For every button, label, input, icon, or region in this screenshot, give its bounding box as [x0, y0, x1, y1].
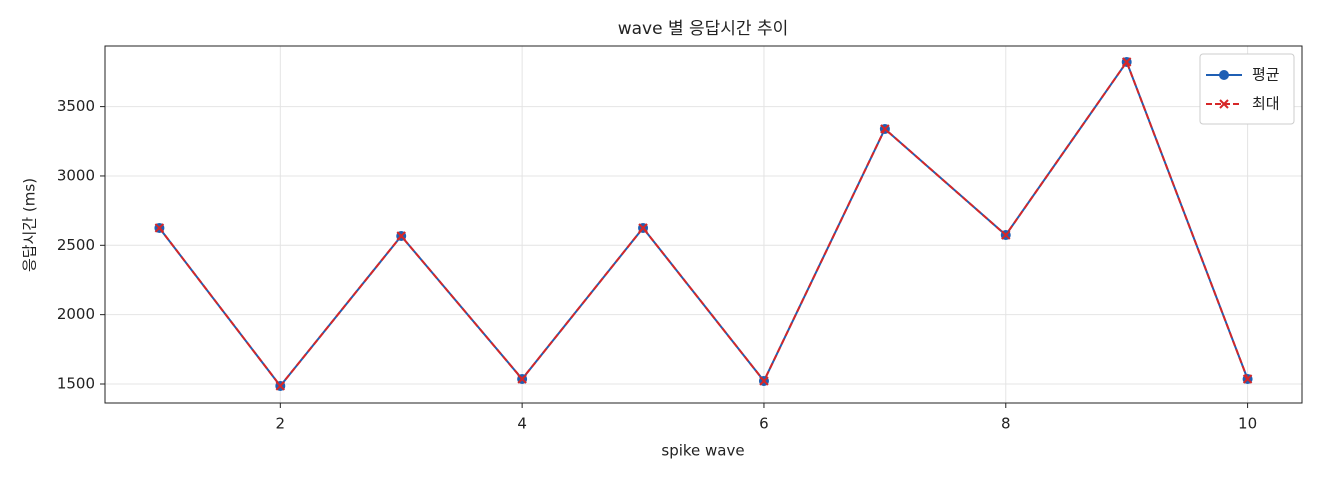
data-point — [880, 124, 890, 134]
y-tick-label: 3500 — [57, 97, 95, 115]
x-tick-label: 10 — [1238, 415, 1257, 433]
legend-marker — [1219, 70, 1229, 80]
y-tick-label: 2500 — [57, 236, 95, 254]
y-tick-label: 1500 — [57, 374, 95, 392]
data-point — [275, 381, 286, 391]
x-axis-label: spike wave — [661, 442, 744, 460]
x-tick-label: 4 — [517, 415, 527, 433]
legend-label: 최대 — [1252, 95, 1280, 113]
y-tick-label: 2000 — [57, 305, 95, 323]
data-point — [759, 376, 769, 386]
x-tick-label: 2 — [276, 415, 286, 433]
data-point — [396, 231, 406, 241]
y-axis-label: 응답시간 (ms) — [21, 178, 39, 272]
data-point — [1121, 57, 1132, 67]
series-line — [158, 59, 1249, 388]
chart-title: wave 별 응답시간 추이 — [618, 19, 789, 39]
data-point — [1242, 374, 1253, 384]
data-point — [517, 374, 527, 384]
plot-frame — [104, 45, 1303, 404]
legend-label: 평균 — [1252, 66, 1280, 84]
y-tick-label: 3000 — [57, 166, 95, 184]
data-point — [154, 223, 165, 233]
legend-box — [1199, 53, 1295, 125]
x-tick-label: 8 — [1001, 415, 1011, 433]
legend-marker — [1219, 99, 1229, 109]
x-tick-label: 6 — [759, 415, 769, 433]
data-point — [638, 223, 648, 233]
data-point — [1001, 230, 1011, 240]
series-line — [158, 59, 1249, 388]
